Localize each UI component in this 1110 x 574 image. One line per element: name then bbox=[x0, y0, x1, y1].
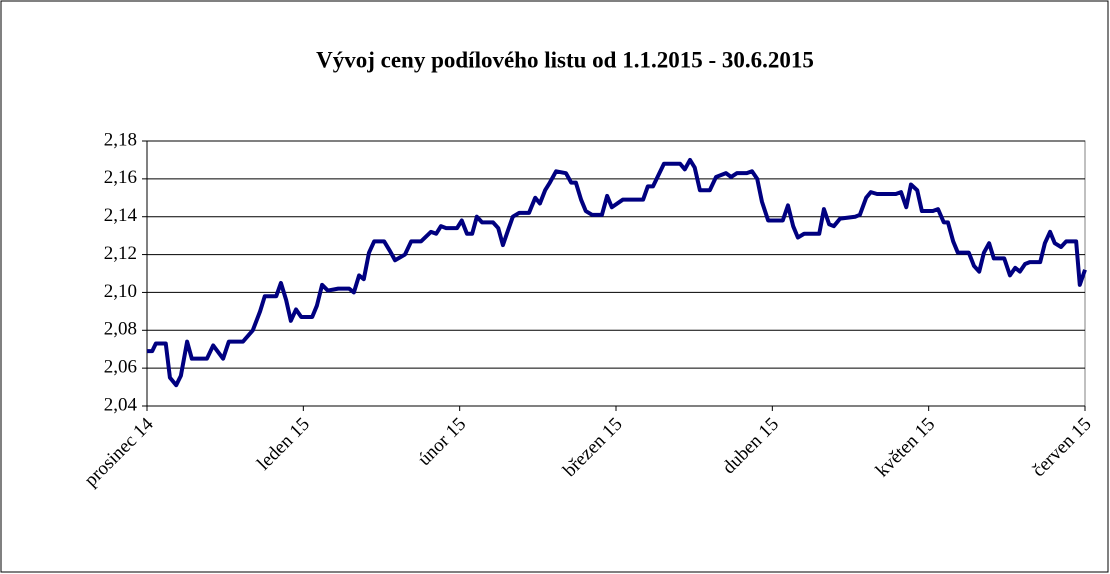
y-tick-label: 2,08 bbox=[104, 319, 137, 340]
plot-area bbox=[146, 140, 1086, 407]
y-tick-label: 2,06 bbox=[104, 357, 137, 378]
y-tick-label: 2,04 bbox=[104, 394, 138, 415]
y-tick-label: 2,14 bbox=[104, 205, 138, 226]
y-tick-label: 2,16 bbox=[104, 167, 137, 188]
y-tick-label: 2,12 bbox=[104, 243, 137, 264]
y-tick-label: 2,18 bbox=[104, 129, 137, 150]
price-line bbox=[147, 157, 1087, 388]
y-tick-label: 2,10 bbox=[104, 281, 137, 302]
chart-title: Vývoj ceny podílového listu od 1.1.2015 … bbox=[316, 47, 814, 72]
